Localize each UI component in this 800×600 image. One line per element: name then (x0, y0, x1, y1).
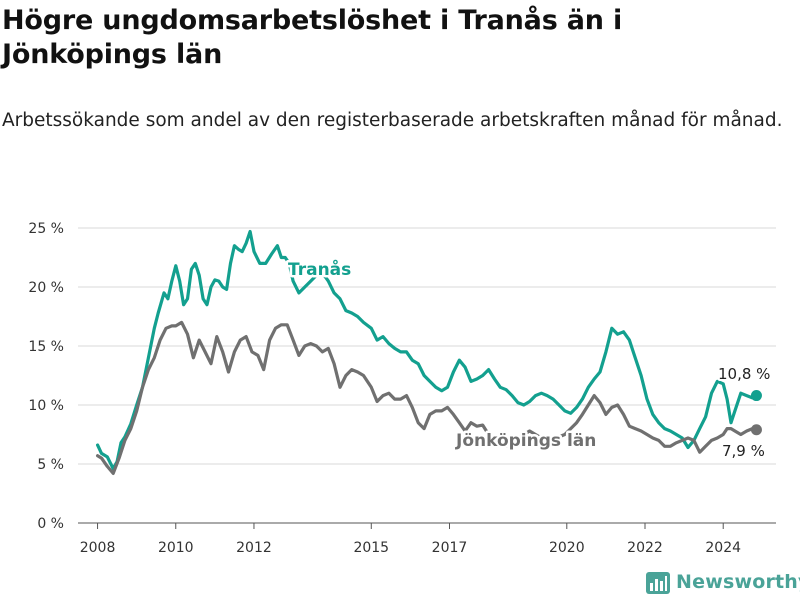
x-tick-label: 2010 (158, 540, 194, 556)
bar-chart-icon (646, 572, 670, 594)
chart-subtitle: Arbetssökande som andel av den registerb… (2, 110, 783, 131)
end-point-marker (750, 424, 762, 436)
x-tick-label: 2022 (627, 540, 663, 556)
end-value-label: 7,9 % (722, 442, 765, 460)
x-tick-label: 2008 (80, 540, 116, 556)
grid-lines (78, 227, 776, 524)
x-axis: 2008 2010 2012 2015 2017 2020 2022 2024 (80, 523, 741, 556)
series-line-jonkopings-lan (96, 320, 758, 475)
y-tick-label: 0 % (37, 516, 64, 532)
chart-title: Högre ungdomsarbetslöshet i Tranås än i … (2, 5, 623, 70)
y-tick-label: 25 % (28, 221, 64, 237)
brand-name: Newsworthy (676, 571, 800, 593)
series-line-tranas (96, 229, 758, 471)
series-name-label: Jönköpings län (455, 431, 596, 451)
x-tick-label: 2024 (705, 540, 741, 556)
y-tick-label: 20 % (28, 280, 64, 296)
y-tick-label: 5 % (37, 457, 64, 473)
end-point-marker (750, 390, 762, 402)
series-labels: Tranås Jönköpings län 10,8 % 7,9 % (286, 256, 773, 463)
x-tick-label: 2020 (549, 540, 585, 556)
x-tick-label: 2012 (236, 540, 272, 556)
y-tick-label: 10 % (28, 398, 64, 414)
y-tick-label: 15 % (28, 339, 64, 355)
series-name-label: Tranås (288, 258, 351, 280)
x-tick-label: 2015 (353, 540, 389, 556)
series-lines (96, 229, 762, 475)
newsworthy-logo: Newsworthy (646, 568, 800, 596)
x-tick-label: 2017 (432, 540, 468, 556)
y-axis: 0 % 5 % 10 % 15 % 20 % 25 % (28, 221, 64, 532)
end-value-label: 10,8 % (718, 365, 770, 383)
